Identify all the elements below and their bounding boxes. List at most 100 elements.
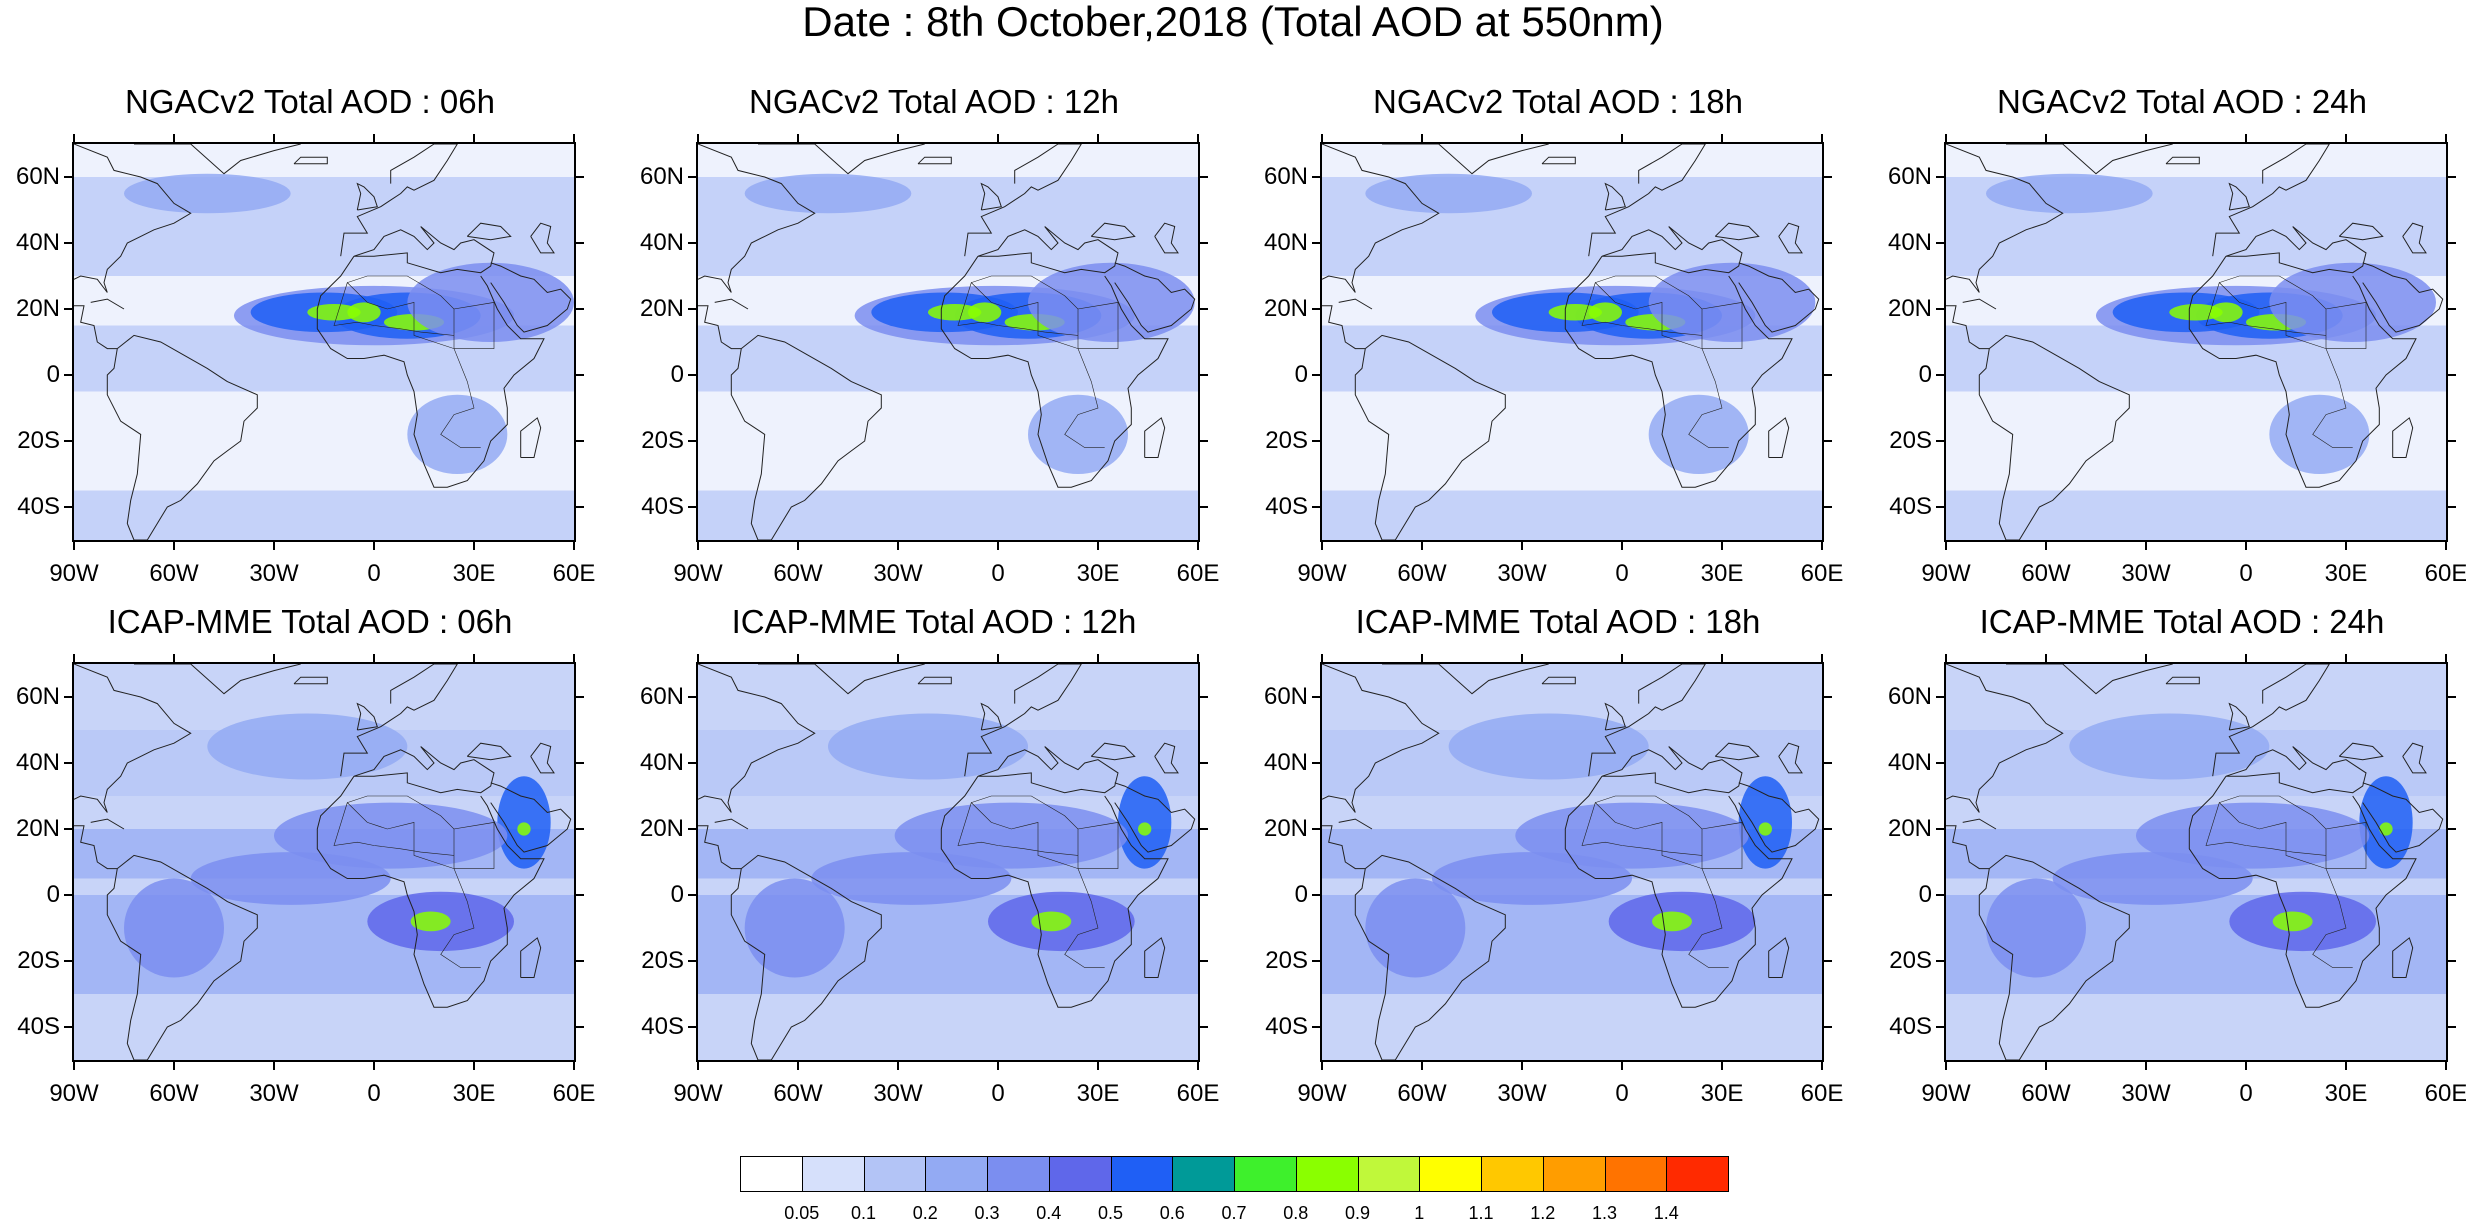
lon-tick [173, 654, 175, 662]
lat-tick [1824, 1026, 1832, 1028]
lat-tick-label: 40N [639, 229, 684, 256]
coastline-south-america [1354, 334, 1506, 540]
lat-tick [64, 960, 72, 962]
map-panel-ngac-24: NGACv2 Total AOD : 24h 60N 40N 20N 0 20S 40S 90… [1872, 0, 2466, 586]
lat-tick-label: 40S [1889, 1013, 1932, 1040]
coastline-black-sea [2338, 742, 2384, 761]
coastline-europe [1588, 144, 1706, 257]
coastline-borders [957, 275, 1119, 448]
lat-tick [576, 506, 584, 508]
lat-tick [2448, 308, 2456, 310]
coastline-south-america [1978, 854, 2130, 1060]
aod-plume [347, 302, 381, 323]
coastline-black-sea [1090, 222, 1136, 241]
map-area [696, 662, 1200, 1062]
coastline-madagascar [2392, 937, 2414, 978]
lon-tick-label: 90W [49, 560, 99, 587]
colorbar-swatch [801, 1156, 865, 1192]
lon-tick-label: 90W [673, 1080, 723, 1107]
lat-tick-label: 40S [641, 1013, 684, 1040]
aod-plume [968, 302, 1002, 323]
lat-tick [1312, 506, 1320, 508]
lat-tick [688, 696, 696, 698]
coastline-europe [340, 664, 458, 777]
colorbar-swatch [1542, 1156, 1606, 1192]
colorbar-swatch [987, 1156, 1050, 1192]
lat-tick [576, 894, 584, 896]
lat-tick [64, 440, 72, 442]
lat-tick-label: 0 [46, 881, 60, 908]
lon-tick [1421, 134, 1423, 142]
colorbar-swatch [863, 1156, 927, 1192]
lat-tick [64, 1026, 72, 1028]
colorbar-label: 0.2 [912, 1203, 938, 1223]
lon-tick [2045, 1062, 2047, 1070]
lon-tick-label: 30W [873, 1080, 923, 1107]
coastline-caribbean-cuba [714, 818, 749, 830]
lon-tick [573, 654, 575, 662]
lat-tick [1200, 762, 1208, 764]
coastline-uk [980, 182, 1002, 211]
aod-field [1946, 144, 2446, 540]
coastline-greenland [134, 664, 301, 695]
lon-tick [2245, 542, 2247, 550]
lat-tick [576, 176, 584, 178]
aod-plume [1515, 802, 1749, 869]
lat-tick [1200, 894, 1208, 896]
lon-tick-label: 60W [773, 1080, 823, 1107]
coastline-south-america [1978, 334, 2130, 540]
aod-plume [744, 173, 912, 214]
colorbar-label: 0.05 [784, 1203, 820, 1223]
colorbar-swatch [1419, 1156, 1482, 1192]
aod-plume [124, 878, 224, 978]
lon-tick-label: 30E [1700, 1080, 1744, 1107]
aod-field [698, 664, 1198, 1060]
coastline-caribbean-cuba [714, 298, 749, 310]
coastline-borders [2205, 795, 2367, 968]
coastline-borders [1581, 795, 1743, 968]
coastline-borders [333, 275, 495, 448]
coastline-south-america [106, 854, 258, 1060]
lon-tick [2145, 542, 2147, 550]
lon-tick [1421, 542, 1423, 550]
colorbar-swatch [925, 1156, 988, 1192]
lat-tick [1312, 960, 1320, 962]
coastline-uk [2228, 182, 2250, 211]
map-panel-icap-06: ICAP-MME Total AOD : 06h 60N 40N 20N 0 20S 40S… [0, 520, 620, 1106]
lat-tick-label: 20S [1265, 947, 1308, 974]
lon-tick-label: 60W [1397, 560, 1447, 587]
lon-tick [273, 542, 275, 550]
lat-tick [688, 506, 696, 508]
colorbar-swatch [1234, 1156, 1297, 1192]
colorbar-label: 1 [1414, 1203, 1425, 1223]
lat-tick [1312, 894, 1320, 896]
coastline-iceland [2165, 156, 2200, 165]
lat-tick-label: 60N [639, 683, 684, 710]
lon-tick [2445, 654, 2447, 662]
lon-tick [2245, 134, 2247, 142]
lat-tick [1200, 828, 1208, 830]
coastline-arabia [490, 262, 572, 333]
lon-tick [1521, 542, 1523, 550]
lat-tick [688, 242, 696, 244]
lat-tick [1824, 176, 1832, 178]
lon-tick [73, 1062, 75, 1070]
lat-tick [1824, 696, 1832, 698]
coastline-madagascar [1768, 417, 1790, 458]
lat-tick [64, 506, 72, 508]
aod-plume [407, 262, 574, 342]
coastline-africa [316, 255, 545, 488]
coastline-black-sea [2338, 222, 2384, 241]
aod-plume [517, 822, 531, 836]
aod-plume [1986, 173, 2153, 214]
coastline-uk [980, 702, 1002, 731]
lon-tick [1197, 654, 1199, 662]
coastline-caspian [2402, 222, 2427, 254]
lat-tick-label: 20S [17, 427, 60, 454]
lat-tick [688, 960, 696, 962]
coastline-mediterranean [977, 746, 1119, 794]
map-panel-ngac-06: NGACv2 Total AOD : 06h 60N 40N 20N 0 20S 40S 90… [0, 0, 620, 586]
lat-tick-label: 0 [1918, 361, 1932, 388]
lat-tick [1312, 242, 1320, 244]
lon-tick [997, 542, 999, 550]
